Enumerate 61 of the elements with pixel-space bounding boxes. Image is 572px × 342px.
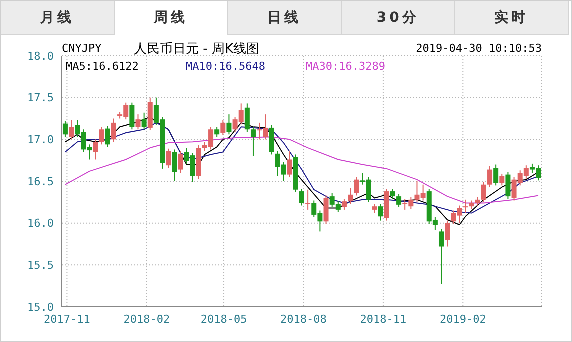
candlestick [500, 173, 505, 186]
candlestick [506, 172, 511, 200]
tab: 实时 [455, 1, 569, 35]
candlestick [438, 228, 444, 285]
y-tick-label: 16.5 [28, 175, 54, 188]
y-tick-label: 15.5 [28, 259, 54, 272]
x-tick-label: 2018-11 [360, 312, 407, 326]
candlestick [342, 198, 347, 210]
candlestick [69, 120, 74, 140]
candlestick [105, 126, 110, 148]
candlestick [178, 150, 184, 174]
text: CNYJPY [62, 42, 102, 55]
candlestick [463, 199, 468, 214]
line-series [64, 136, 540, 204]
candlestick [214, 126, 220, 138]
candlestick [130, 102, 135, 130]
candlestick [136, 114, 141, 130]
text: MA30:16.3289 [306, 60, 386, 73]
candlestick [226, 114, 232, 136]
text: 2019-04-30 10:10:53 [416, 42, 542, 55]
tab: 日线 [228, 1, 342, 35]
x-tick-label: 2018-05 [200, 312, 248, 326]
candlestick [445, 220, 450, 248]
tab: 周线 [114, 1, 228, 35]
candlestick [354, 176, 360, 196]
candlestick [494, 164, 499, 186]
y-tick-label: 18.0 [28, 50, 54, 63]
candlestick [244, 103, 250, 133]
x-tick-label: 2018-02 [124, 312, 170, 326]
candlestick [481, 182, 486, 203]
y-tick-label: 15.0 [28, 300, 54, 314]
candlestick [390, 188, 396, 200]
text: MA10:16.5648 [186, 60, 266, 73]
chart-title: 人民币日元 - 周K线图 [134, 41, 260, 58]
x-tick-label: 2019-02 [440, 312, 486, 326]
candlestick [142, 112, 147, 130]
tab: 30分 [342, 1, 456, 35]
x-tick-label: 2017-11 [44, 312, 90, 326]
candlestick [300, 188, 304, 206]
x-tick-label: 2018-08 [280, 312, 327, 326]
candlestick [372, 204, 378, 214]
candlestick [348, 188, 354, 205]
y-tick-label: 17.5 [28, 92, 54, 105]
candlestick [396, 194, 402, 208]
candlestick [378, 204, 384, 222]
candlestick [172, 149, 178, 182]
y-tick-label: 16.0 [28, 217, 54, 230]
candlestick [111, 118, 116, 143]
candlestick [287, 150, 292, 178]
candlestick [220, 120, 226, 136]
candlestick [306, 189, 311, 210]
tab: 月线 [1, 1, 115, 35]
candlestick [166, 148, 172, 169]
candlestick [250, 126, 256, 157]
text: MA5:16.6122 [66, 60, 140, 73]
candlestick [324, 195, 329, 225]
candlestick [62, 120, 68, 138]
y-tick-label: 17.0 [28, 134, 54, 147]
candlestick [488, 166, 493, 188]
candlestick [99, 126, 104, 146]
candlestick [93, 139, 98, 160]
